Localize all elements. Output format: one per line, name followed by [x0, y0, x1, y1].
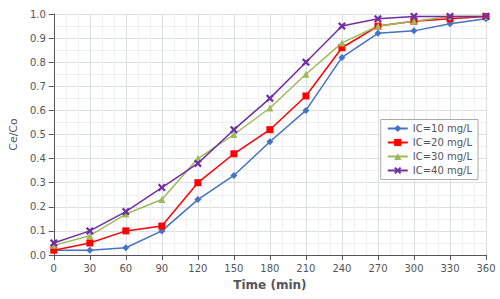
svg-text:90: 90 [155, 263, 168, 274]
svg-text:0.4: 0.4 [30, 153, 46, 164]
svg-text:120: 120 [188, 263, 207, 274]
svg-text:0.5: 0.5 [30, 129, 46, 140]
svg-text:IC=10 mg/L: IC=10 mg/L [413, 123, 473, 134]
svg-text:0.7: 0.7 [30, 81, 46, 92]
svg-text:150: 150 [224, 263, 243, 274]
svg-text:30: 30 [83, 263, 96, 274]
svg-text:0.6: 0.6 [30, 105, 46, 116]
svg-text:IC=20 mg/L: IC=20 mg/L [413, 137, 473, 148]
svg-text:Time (min): Time (min) [233, 278, 306, 292]
svg-text:IC=40 mg/L: IC=40 mg/L [413, 165, 473, 176]
svg-text:210: 210 [296, 263, 315, 274]
svg-text:270: 270 [368, 263, 387, 274]
svg-text:60: 60 [119, 263, 132, 274]
svg-text:0.0: 0.0 [30, 250, 46, 261]
svg-text:IC=30 mg/L: IC=30 mg/L [413, 151, 473, 162]
svg-text:300: 300 [404, 263, 423, 274]
svg-text:240: 240 [332, 263, 351, 274]
svg-text:180: 180 [260, 263, 279, 274]
svg-text:0.2: 0.2 [30, 201, 46, 212]
svg-text:0.8: 0.8 [30, 57, 46, 68]
svg-text:0.3: 0.3 [30, 177, 46, 188]
svg-text:1.0: 1.0 [30, 9, 46, 20]
svg-text:0: 0 [51, 263, 57, 274]
svg-text:Ce/Co: Ce/Co [7, 118, 20, 151]
svg-text:0.1: 0.1 [30, 225, 46, 236]
svg-text:0.9: 0.9 [30, 33, 46, 44]
svg-text:360: 360 [476, 263, 495, 274]
svg-text:330: 330 [440, 263, 459, 274]
